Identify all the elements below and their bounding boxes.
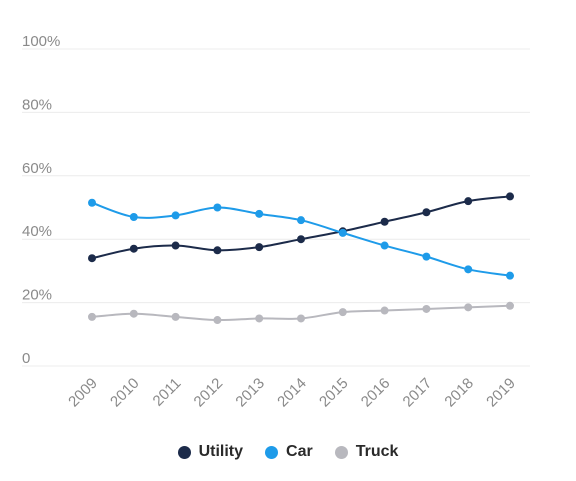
data-point-car-2012[interactable] xyxy=(213,203,222,212)
line-chart: 020%40%60%80%100% 2009 2010 2011 2012 2013 20… xyxy=(22,33,530,411)
series-lines xyxy=(88,192,514,325)
series-utility xyxy=(88,192,514,263)
data-point-utility-2011[interactable] xyxy=(171,241,180,250)
x-tick-label: 2019 xyxy=(483,375,519,411)
x-tick-label: 2013 xyxy=(232,375,268,411)
data-point-car-2015[interactable] xyxy=(338,228,347,237)
data-point-truck-2012[interactable] xyxy=(213,316,222,325)
data-point-utility-2016[interactable] xyxy=(380,217,389,226)
series-car xyxy=(88,198,514,280)
data-point-car-2010[interactable] xyxy=(129,213,138,222)
data-point-utility-2010[interactable] xyxy=(129,244,138,253)
series-truck xyxy=(88,301,514,325)
legend-label-car: Car xyxy=(286,443,313,460)
legend-marker-utility xyxy=(177,445,191,459)
data-point-truck-2016[interactable] xyxy=(380,306,389,315)
legend-marker-truck xyxy=(334,445,348,459)
data-point-truck-2011[interactable] xyxy=(171,312,180,321)
legend-label-utility: Utility xyxy=(198,443,244,460)
data-point-car-2018[interactable] xyxy=(464,265,473,274)
series-line-utility xyxy=(91,195,511,260)
data-point-utility-2014[interactable] xyxy=(297,235,305,244)
y-axis-ticks: 0 20% 40% 60% 80% 100% xyxy=(22,33,60,367)
legend-item-car[interactable]: Car xyxy=(265,443,313,461)
x-tick-label: 2010 xyxy=(107,375,143,411)
data-point-car-2011[interactable] xyxy=(171,211,180,220)
data-point-car-2014[interactable] xyxy=(297,216,305,225)
x-tick-label: 2014 xyxy=(274,375,310,411)
x-tick-label: 2017 xyxy=(400,375,436,411)
y-tick-label: 100% xyxy=(22,33,60,50)
data-point-truck-2015[interactable] xyxy=(338,308,347,317)
data-point-truck-2013[interactable] xyxy=(255,314,264,323)
legend: Utility Car Truck xyxy=(0,440,576,464)
data-point-car-2009[interactable] xyxy=(88,198,96,207)
y-tick-label: 0 xyxy=(22,350,30,367)
x-tick-label: 2015 xyxy=(316,375,352,411)
grid-lines xyxy=(22,48,530,367)
x-tick-label: 2009 xyxy=(65,375,101,411)
legend-marker-car xyxy=(265,445,279,459)
data-point-truck-2018[interactable] xyxy=(464,303,473,312)
data-point-car-2013[interactable] xyxy=(255,209,264,218)
x-tick-label: 2012 xyxy=(191,375,227,411)
x-tick-label: 2016 xyxy=(358,375,394,411)
data-point-utility-2013[interactable] xyxy=(255,243,264,252)
y-tick-label: 80% xyxy=(22,96,52,113)
data-point-utility-2009[interactable] xyxy=(88,254,96,263)
y-tick-label: 40% xyxy=(22,223,52,240)
data-point-car-2016[interactable] xyxy=(380,241,389,250)
data-point-car-2017[interactable] xyxy=(422,252,431,261)
data-point-truck-2017[interactable] xyxy=(422,304,431,313)
y-tick-label: 60% xyxy=(22,160,52,177)
y-tick-label: 20% xyxy=(22,287,52,304)
data-point-truck-2019[interactable] xyxy=(506,301,514,310)
data-point-truck-2010[interactable] xyxy=(129,309,138,318)
x-axis-ticks: 2009 2010 2011 2012 2013 2014 2015 2016 2017 2018… xyxy=(65,375,519,411)
data-point-truck-2009[interactable] xyxy=(88,312,96,321)
data-point-utility-2018[interactable] xyxy=(464,197,473,206)
x-tick-label: 2011 xyxy=(150,375,185,410)
legend-label-truck: Truck xyxy=(355,443,399,460)
data-point-car-2019[interactable] xyxy=(506,271,514,280)
data-point-utility-2017[interactable] xyxy=(422,208,431,217)
data-point-utility-2012[interactable] xyxy=(213,246,222,255)
legend-item-truck[interactable]: Truck xyxy=(334,443,399,461)
data-point-truck-2014[interactable] xyxy=(297,314,305,323)
x-tick-label: 2018 xyxy=(441,375,477,411)
legend-item-utility[interactable]: Utility xyxy=(177,443,244,461)
data-point-utility-2019[interactable] xyxy=(506,192,514,201)
